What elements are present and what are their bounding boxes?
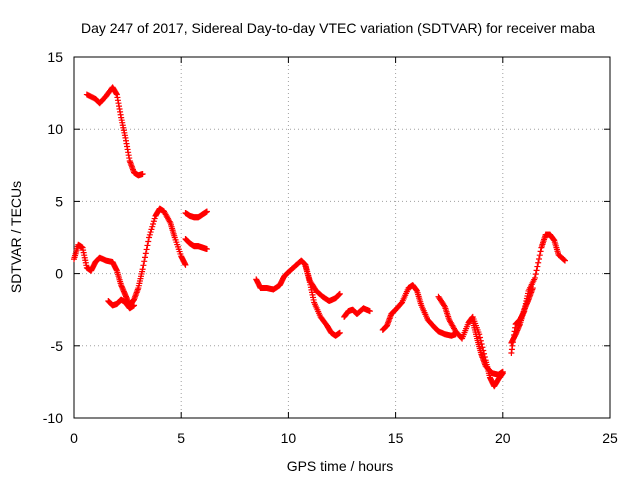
data-point [561,256,568,263]
data-point [147,229,154,236]
data-point [531,274,538,281]
data-point [366,308,373,315]
data-point [150,218,157,225]
data-point [203,246,210,253]
plot-frame [73,56,611,419]
x-axis-label: GPS time / hours [287,458,394,474]
y-tick-label: -5 [51,338,64,354]
data-point [336,329,343,336]
data-point [144,242,151,249]
data-point [151,215,158,222]
data-point [146,234,153,241]
data-point [477,334,484,341]
data-point [561,257,568,264]
y-tick-label: -10 [43,410,63,426]
x-tick-label: 0 [70,430,78,446]
data-point [149,223,156,230]
data-point [140,262,147,269]
x-tick-label: 10 [281,430,297,446]
data-points [71,84,568,390]
y-tick-label: 5 [55,193,63,209]
y-tick-label: 10 [47,121,63,137]
axis-ticks: 0 5 10 15 20 25 -10 -5 0 5 10 15 [43,49,618,446]
data-point [182,261,189,268]
data-point [143,246,150,253]
x-tick-label: 15 [388,430,404,446]
data-point [534,263,541,270]
data-point [141,258,148,265]
data-point [536,252,543,259]
data-point [139,266,146,273]
x-tick-label: 5 [177,430,185,446]
data-point [148,226,155,233]
data-point [203,208,210,215]
data-point [532,271,539,278]
y-tick-label: 15 [47,49,63,65]
y-tick-label: 0 [55,266,63,282]
data-point [535,259,542,266]
data-point [142,250,149,257]
data-point [150,220,157,227]
data-point [146,231,153,238]
data-point [479,344,486,351]
data-point [537,248,544,255]
data-point [499,368,506,375]
y-axis-label: SDTVAR / TECUs [8,181,24,293]
data-point [145,238,152,245]
data-point [131,302,138,309]
data-point [441,302,448,309]
data-point [139,170,146,177]
data-point [529,285,536,292]
x-tick-label: 20 [495,430,511,446]
data-point [533,267,540,274]
data-point [142,254,149,261]
data-point [535,255,542,262]
grid-lines [74,57,610,418]
data-point [336,290,343,297]
x-tick-label: 25 [602,430,618,446]
chart-title: Day 247 of 2017, Sidereal Day-to-day VTE… [81,20,595,36]
